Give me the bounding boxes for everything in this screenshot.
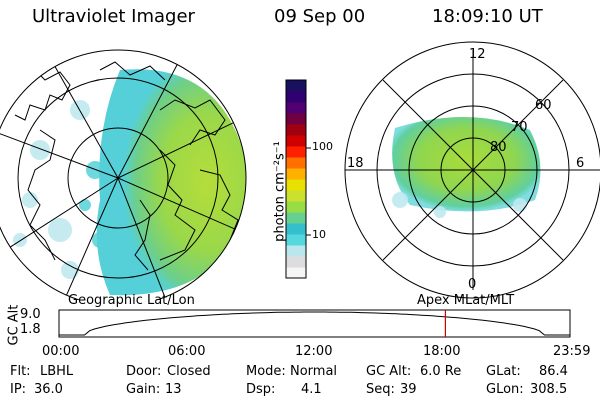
mlt-label-0: 0	[468, 277, 477, 292]
ip-value: 36.0	[34, 382, 63, 397]
gc-alt-label: GC Alt:	[366, 364, 412, 379]
colorbar-unit-label: photon cm⁻²s⁻¹	[272, 141, 288, 242]
timeline-tick-1200: 12:00	[295, 344, 333, 359]
gc-alt-timeline	[58, 309, 571, 338]
mlt-label-6: 6	[576, 156, 585, 171]
geographic-image	[0, 50, 246, 300]
door-value: Closed	[167, 364, 211, 379]
colorbar-segment	[286, 124, 306, 136]
image-date: 09 Sep 00	[274, 6, 366, 27]
colorbar-segment	[286, 190, 306, 202]
colorbar-segment	[286, 80, 306, 92]
colorbar-segment	[286, 245, 306, 257]
glat-label: GLat:	[486, 364, 521, 379]
mlt-label-18: 18	[347, 156, 364, 171]
ip-label: IP:	[10, 382, 27, 397]
colorbar-segment	[286, 234, 306, 246]
gain-value: 13	[165, 382, 182, 397]
colorbar-segment	[286, 201, 306, 213]
colorbar	[285, 79, 311, 279]
colorbar-tick-10: 10	[312, 228, 326, 241]
glat-value: 86.4	[539, 364, 568, 379]
apex-caption: Apex MLat/MLT	[417, 293, 515, 308]
filter-value: LBHL	[40, 364, 74, 379]
seq-value: 39	[400, 382, 417, 397]
colorbar-tick-100: 100	[312, 140, 333, 153]
gain-label: Gain:	[126, 382, 161, 397]
timeline-tick-0600: 06:00	[168, 344, 206, 359]
timeline-tick-2359: 23:59	[553, 344, 591, 359]
glon-value: 308.5	[530, 382, 568, 397]
geographic-caption: Geographic Lat/Lon	[68, 293, 195, 308]
mlat-label-70: 70	[511, 120, 528, 135]
image-time: 18:09:10 UT	[432, 6, 543, 27]
door-label: Door:	[126, 364, 162, 379]
mlat-label-80: 80	[490, 140, 507, 155]
colorbar-segment	[286, 256, 306, 268]
gc-alt-value: 6.0 Re	[420, 364, 462, 379]
colorbar-segment	[286, 179, 306, 191]
colorbar-segment	[286, 146, 306, 158]
dsp-label: Dsp:	[246, 382, 276, 397]
colorbar-segment	[286, 212, 306, 224]
colorbar-segment	[286, 91, 306, 103]
mlt-label-12: 12	[469, 47, 486, 62]
uvi-image-panels	[0, 41, 600, 300]
mlat-label-60: 60	[535, 98, 552, 113]
instrument-title: Ultraviolet Imager	[32, 6, 195, 27]
glon-label: GLon:	[486, 382, 524, 397]
mode-value: Normal	[290, 364, 338, 379]
colorbar-segment	[286, 168, 306, 180]
colorbar-segment	[286, 102, 306, 114]
colorbar-segment	[286, 135, 306, 147]
gc-alt-tick-low: 1.8	[20, 322, 41, 337]
gc-alt-tick-high: 9.0	[20, 307, 41, 322]
polar-grid	[344, 41, 600, 299]
colorbar-segment	[286, 113, 306, 125]
colorbar-segment	[286, 267, 306, 279]
filter-label: Flt:	[10, 364, 31, 379]
timeline-tick-0000: 00:00	[42, 344, 80, 359]
dsp-value: 4.1	[301, 382, 322, 397]
mode-label: Mode:	[246, 364, 286, 379]
seq-label: Seq:	[366, 382, 395, 397]
colorbar-segment	[286, 223, 306, 235]
colorbar-segment	[286, 157, 306, 169]
timeline-tick-1800: 18:00	[423, 344, 461, 359]
